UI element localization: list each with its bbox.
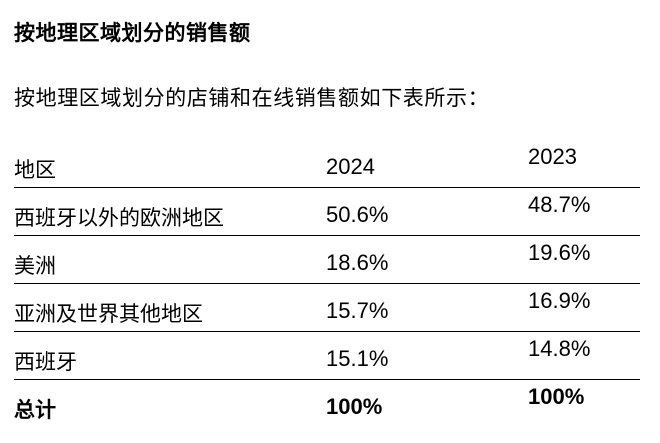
- region-cell: 亚洲及世界其他地区: [14, 302, 203, 326]
- table-row: 西班牙 15.1% 14.8%: [14, 332, 640, 380]
- region-cell: 美洲: [14, 254, 56, 278]
- section-heading: 按地理区域划分的销售额: [14, 21, 251, 45]
- value-2024-cell: 50.6%: [326, 202, 389, 227]
- sales-by-region-table: 地区 2024 2023 西班牙以外的欧洲地区 50.6% 48.7% 美洲 1…: [14, 140, 640, 428]
- value-2023-cell: 19.6%: [528, 240, 591, 265]
- table-row: 美洲 18.6% 19.6%: [14, 236, 640, 284]
- region-cell: 西班牙以外的欧洲地区: [14, 206, 224, 230]
- value-2024-cell: 15.7%: [326, 298, 389, 323]
- column-header-2023: 2023: [528, 144, 577, 169]
- total-2023-cell: 100%: [528, 384, 585, 409]
- intro-text: 按地理区域划分的店铺和在线销售额如下表所示：: [14, 86, 490, 110]
- value-2023-cell: 48.7%: [528, 192, 591, 217]
- value-2024-cell: 18.6%: [326, 250, 389, 275]
- table-row: 西班牙以外的欧洲地区 50.6% 48.7%: [14, 188, 640, 236]
- column-header-region: 地区: [14, 158, 56, 182]
- total-label: 总计: [14, 398, 56, 422]
- column-header-2024: 2024: [326, 154, 375, 179]
- table-row: 亚洲及世界其他地区 15.7% 16.9%: [14, 284, 640, 332]
- table-total-row: 总计 100% 100%: [14, 380, 640, 428]
- region-cell: 西班牙: [14, 350, 77, 374]
- table-header-row: 地区 2024 2023: [14, 140, 640, 188]
- total-2024-cell: 100%: [326, 394, 383, 419]
- value-2023-cell: 14.8%: [528, 336, 591, 361]
- value-2023-cell: 16.9%: [528, 288, 591, 313]
- value-2024-cell: 15.1%: [326, 346, 389, 371]
